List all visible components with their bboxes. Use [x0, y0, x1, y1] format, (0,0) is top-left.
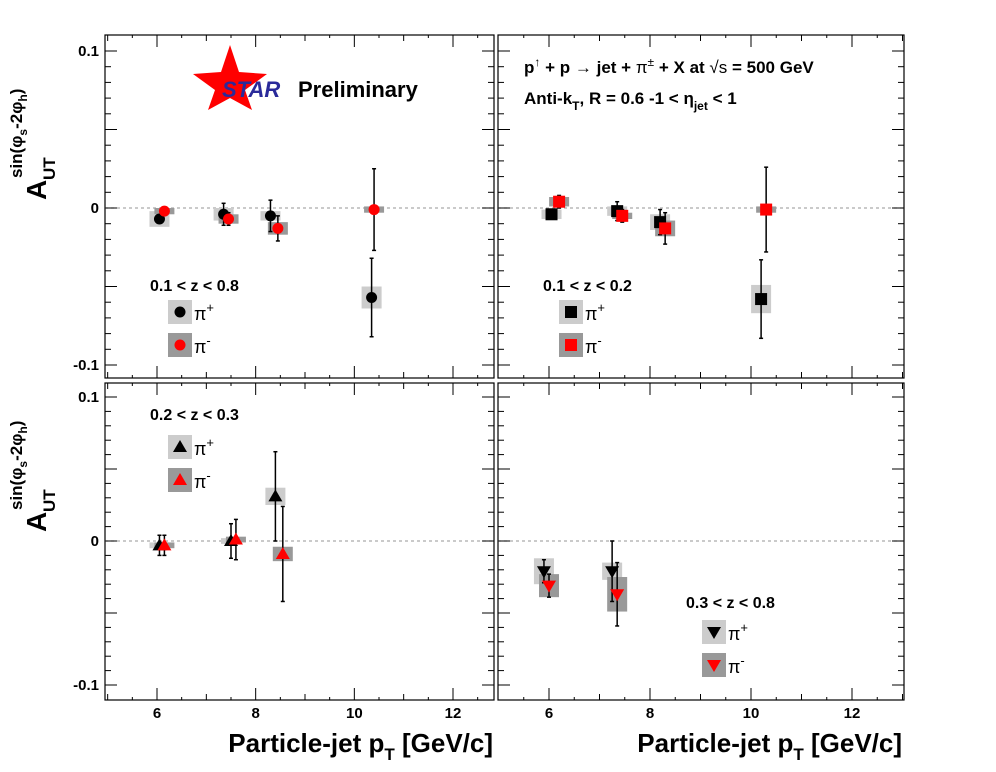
data-point: [536, 566, 551, 579]
svg-text:sin(φs-2φh): sin(φs-2φh): [7, 89, 30, 178]
panel-frame: [104, 34, 495, 379]
x-tick-label: 12: [844, 705, 861, 722]
process-label: p↑ + p → jet + π± + X at √s = 500 GeV: [524, 55, 814, 77]
data-point: [275, 546, 290, 559]
data-point: [542, 580, 556, 593]
legend-marker: [173, 473, 187, 485]
legend-label: π+: [728, 620, 748, 644]
data-point: [368, 204, 380, 216]
data-point: [545, 208, 558, 221]
data-point: [157, 538, 172, 551]
panel-3: 0.1 0 -0.1 6 8 10 12 0.2 < z < 0.3 π+ π-: [73, 382, 495, 722]
legend-label: π+: [194, 435, 214, 459]
z-range-label: 0.2 < z < 0.3: [150, 407, 239, 424]
data-point: [605, 566, 620, 579]
y-tick-label: 0.1: [78, 389, 99, 406]
data-point: [760, 203, 773, 216]
data-point: [272, 222, 284, 234]
legend-marker: [174, 306, 186, 318]
legend-label: π-: [194, 333, 211, 357]
star-icon: [193, 45, 267, 110]
legend-label: π-: [194, 468, 211, 492]
data-point: [153, 213, 165, 225]
legend-label: π-: [585, 333, 602, 357]
x-tick-label: 10: [346, 705, 363, 722]
z-range-label: 0.1 < z < 0.8: [150, 278, 239, 295]
y-tick-label: -0.1: [73, 357, 99, 374]
x-tick-label: 6: [545, 705, 553, 722]
legend-label: π-: [728, 653, 745, 677]
svg-text:A: A: [21, 512, 52, 532]
data-point: [228, 532, 243, 545]
data-point: [268, 489, 283, 502]
data-point: [610, 589, 625, 602]
data-point: [616, 209, 629, 222]
panel-1: 0.1 0 -0.1 0.1 < z < 0.8 π+ π-: [73, 34, 495, 379]
legend-label: π+: [194, 300, 214, 324]
z-range-label: 0.1 < z < 0.2: [543, 278, 632, 295]
data-point: [659, 222, 672, 235]
x-axis-title-right: Particle-jet pT [GeV/c]: [637, 728, 902, 764]
x-tick-label: 8: [251, 705, 259, 722]
data-point: [755, 293, 768, 306]
data-point: [264, 210, 276, 222]
legend-marker: [565, 339, 577, 351]
svg-text:A: A: [21, 180, 52, 200]
legend-marker: [707, 660, 721, 672]
data-point: [553, 195, 566, 208]
star-logo: STAR Preliminary: [193, 45, 419, 110]
x-tick-label: 6: [153, 705, 161, 722]
algorithm-label: Anti-kT, R = 0.6 -1 < ηjet < 1: [524, 89, 737, 113]
legend-marker: [174, 339, 186, 351]
data-point: [223, 213, 235, 225]
y-axis-title-bottom: A UT sin(φs-2φh): [7, 421, 59, 532]
y-tick-label: 0.1: [78, 43, 99, 60]
y-tick-label: 0: [91, 533, 99, 550]
panel-2: 0.1 < z < 0.2 π+ π-: [497, 34, 905, 379]
legend-marker: [707, 627, 721, 639]
legend-label: π+: [585, 300, 605, 324]
y-tick-label: -0.1: [73, 677, 99, 694]
x-tick-label: 10: [743, 705, 760, 722]
y-tick-label: 0: [91, 200, 99, 217]
y-axis-title-top: A UT sin(φs-2φh): [7, 89, 59, 200]
star-logo-text: STAR: [222, 77, 280, 102]
svg-text:sin(φs-2φh): sin(φs-2φh): [7, 421, 30, 510]
svg-text:UT: UT: [40, 157, 59, 180]
legend-marker: [173, 440, 187, 452]
z-range-label: 0.3 < z < 0.8: [686, 595, 775, 612]
legend-marker: [565, 306, 577, 318]
x-axis-title-left: Particle-jet pT [GeV/c]: [228, 728, 493, 764]
svg-text:UT: UT: [40, 489, 59, 512]
x-tick-label: 12: [445, 705, 462, 722]
x-tick-label: 8: [646, 705, 654, 722]
panel-4: 6 8 10 12 0.3 < z < 0.8 π+ π-: [497, 382, 905, 722]
panels: 0.1 0 -0.1 0.1 < z < 0.8 π+ π- 0.1 < z < 0.2 π+…: [73, 34, 905, 722]
data-point: [158, 205, 170, 217]
preliminary-label: Preliminary: [298, 77, 419, 102]
data-point: [366, 291, 378, 303]
